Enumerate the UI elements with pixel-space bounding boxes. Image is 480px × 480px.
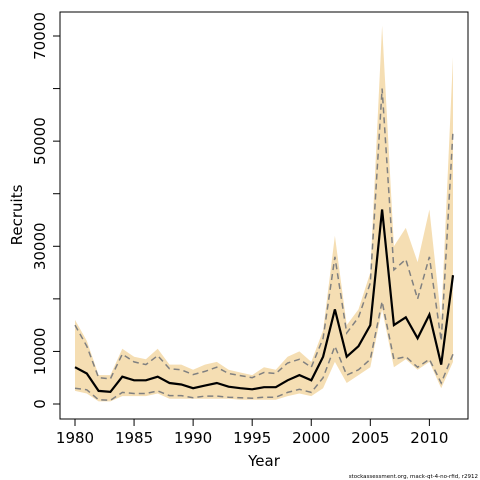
- x-tick-label: 1995: [233, 429, 271, 447]
- x-axis-title: Year: [247, 452, 281, 470]
- y-tick-label: 50000: [31, 117, 49, 165]
- x-tick-label: 2000: [292, 429, 330, 447]
- x-axis: 1980 1985 1990 1995 2000 2005 2010: [56, 419, 448, 447]
- x-tick-label: 2010: [410, 429, 448, 447]
- upper-dashed-line: [74, 88, 454, 380]
- uncertainty-band-layer: [75, 25, 453, 402]
- y-tick-label: 10000: [31, 328, 49, 376]
- y-axis-title: Recruits: [8, 184, 26, 245]
- plot-frame: [59, 11, 469, 420]
- source-footnote: stockassessment.org, mack-qt-4-no-rfid, …: [349, 474, 478, 480]
- y-tick-label: 0: [31, 399, 49, 409]
- series-line-layer: [74, 88, 455, 402]
- y-axis: 0 10000 30000 50000 70000: [31, 12, 60, 409]
- x-tick-label: 1980: [56, 429, 94, 447]
- x-tick-label: 1990: [174, 429, 212, 447]
- confidence-band: [75, 25, 453, 402]
- x-tick-label: 2005: [351, 429, 389, 447]
- y-tick-label: 30000: [31, 222, 49, 270]
- median-line: [74, 209, 455, 394]
- x-tick-label: 1985: [115, 429, 153, 447]
- y-tick-label: 70000: [31, 12, 49, 60]
